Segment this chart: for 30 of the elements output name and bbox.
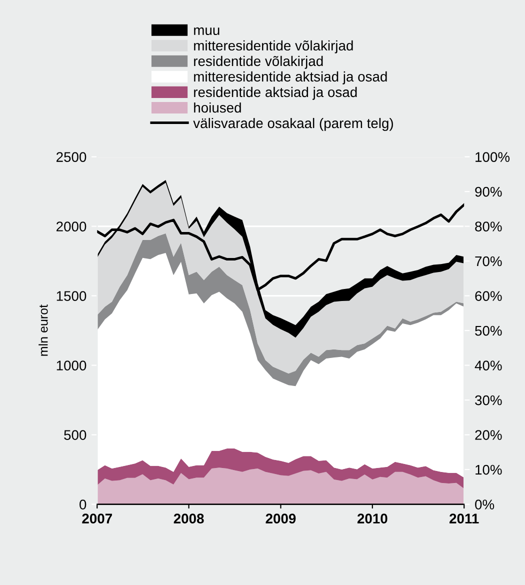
legend-label: hoiused bbox=[194, 102, 241, 113]
y2-tick-label: 90% bbox=[475, 186, 502, 197]
y2-tick-label: 60% bbox=[475, 291, 502, 301]
y-tick-label: 0 bbox=[80, 500, 86, 510]
legend-label: residentide võlakirjad bbox=[194, 56, 323, 69]
legend-label: mitteresidentide aktsiad ja osad bbox=[194, 71, 387, 84]
legend-label: muu bbox=[194, 27, 220, 36]
y2-tick-label: 20% bbox=[475, 430, 502, 440]
y2-tick-label: 80% bbox=[475, 222, 502, 232]
y2-tick-label: 40% bbox=[474, 360, 502, 370]
x-tick-label: 2010 bbox=[357, 514, 388, 524]
legend-label: mitteresidentide võlakirjad bbox=[194, 40, 353, 54]
y-tick-label: 2500 bbox=[56, 152, 86, 162]
legend-label: residentide aktsiad ja osad bbox=[194, 86, 357, 100]
legend-label: välisvarade osakaal (parem telg) bbox=[193, 118, 393, 131]
y-tick-label: 2000 bbox=[56, 222, 86, 232]
x-tick-label: 2011 bbox=[450, 514, 479, 524]
y2-tick-label: 10% bbox=[476, 464, 502, 475]
x-tick-label: 2007 bbox=[82, 514, 112, 524]
x-tick-label: 2008 bbox=[174, 514, 204, 524]
y-tick-label: 1000 bbox=[56, 360, 86, 370]
y2-tick-label: 30% bbox=[475, 395, 502, 406]
y-tick-label: 500 bbox=[64, 430, 86, 440]
x-tick-label: 2009 bbox=[266, 514, 296, 524]
y-tick-label: 1500 bbox=[56, 291, 86, 301]
y2-tick-label: 0% bbox=[475, 500, 494, 510]
y2-tick-label: 70% bbox=[475, 256, 502, 266]
y2-tick-label: 100% bbox=[476, 152, 510, 162]
y2-tick-label: 50% bbox=[475, 326, 502, 336]
y-axis-title: mln eurot bbox=[38, 304, 48, 356]
